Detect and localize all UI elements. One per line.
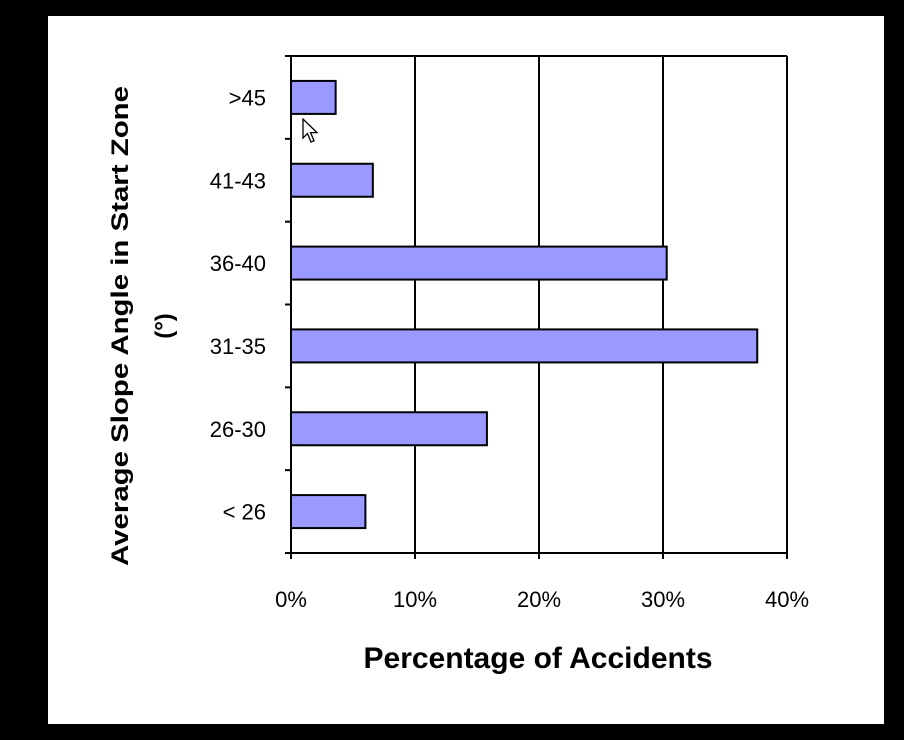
gridlines <box>414 56 788 553</box>
x-tick-label: 30% <box>641 587 685 612</box>
bar <box>290 494 367 530</box>
bar <box>290 162 374 198</box>
bar <box>290 79 337 115</box>
y-tick-label: 36-40 <box>210 251 266 276</box>
y-tick-label: 41-43 <box>210 168 266 193</box>
x-tick-label: 40% <box>765 587 809 612</box>
y-tick-label: >45 <box>229 85 266 110</box>
x-tick-label: 20% <box>517 587 561 612</box>
bars <box>290 79 759 530</box>
mouse-cursor-icon <box>302 118 319 143</box>
y-tick-label: 26-30 <box>210 417 266 442</box>
x-axis-title: Percentage of Accidents <box>364 642 713 675</box>
axes <box>285 55 788 559</box>
y-tick-label: 31-35 <box>210 334 266 359</box>
bar <box>290 411 488 447</box>
y-tick-labels: < 26 26-30 31-35 36-40 41-43 >45 <box>210 85 266 524</box>
x-tick-label: 0% <box>275 587 307 612</box>
chart-frame: < 26 26-30 31-35 36-40 41-43 >45 0% 10% 20% 30% 4… <box>48 16 884 724</box>
y-tick-label: < 26 <box>223 500 266 525</box>
y-axis-title: Average Slope Angle in Start Zone (°) <box>107 86 178 566</box>
y-axis-title-line-1: Average Slope Angle in Start Zone <box>107 86 134 566</box>
y-axis-title-line-2: (°) <box>151 313 178 339</box>
x-tick-label: 10% <box>393 587 437 612</box>
x-tick-labels: 0% 10% 20% 30% 40% <box>275 587 809 612</box>
bar <box>290 245 668 281</box>
bar-chart: < 26 26-30 31-35 36-40 41-43 >45 0% 10% 20% 30% 4… <box>107 55 809 675</box>
bar <box>290 328 759 364</box>
